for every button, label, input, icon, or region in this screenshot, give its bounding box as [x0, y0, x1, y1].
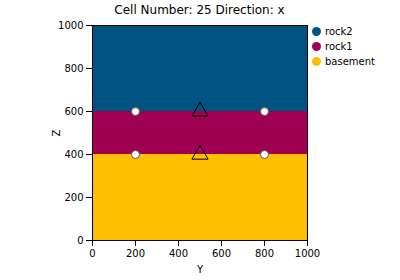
html-text:rock1: rock1 — [325, 41, 353, 52]
html-text:Cell Number: 25 Direction: x: Cell Number: 25 Direction: x — [114, 3, 285, 17]
svg-text:Y: Y — [196, 264, 204, 275]
svg-text:Z: Z — [51, 129, 62, 136]
svg-text:0: 0 — [89, 248, 95, 259]
svg-text:600: 600 — [212, 248, 231, 259]
svg-text:1000: 1000 — [295, 248, 320, 259]
svg-text:400: 400 — [64, 149, 83, 160]
svg-text:1000: 1000 — [58, 20, 83, 31]
html-text:basement: basement — [325, 56, 375, 67]
svg-text:200: 200 — [126, 248, 145, 259]
svg-text:800: 800 — [64, 63, 83, 74]
html-text:rock2: rock2 — [325, 26, 353, 37]
svg-text:200: 200 — [64, 192, 83, 203]
svg-text:0: 0 — [77, 235, 83, 246]
svg-text:600: 600 — [64, 106, 83, 117]
svg-text:400: 400 — [169, 248, 188, 259]
svg-text:800: 800 — [255, 248, 274, 259]
